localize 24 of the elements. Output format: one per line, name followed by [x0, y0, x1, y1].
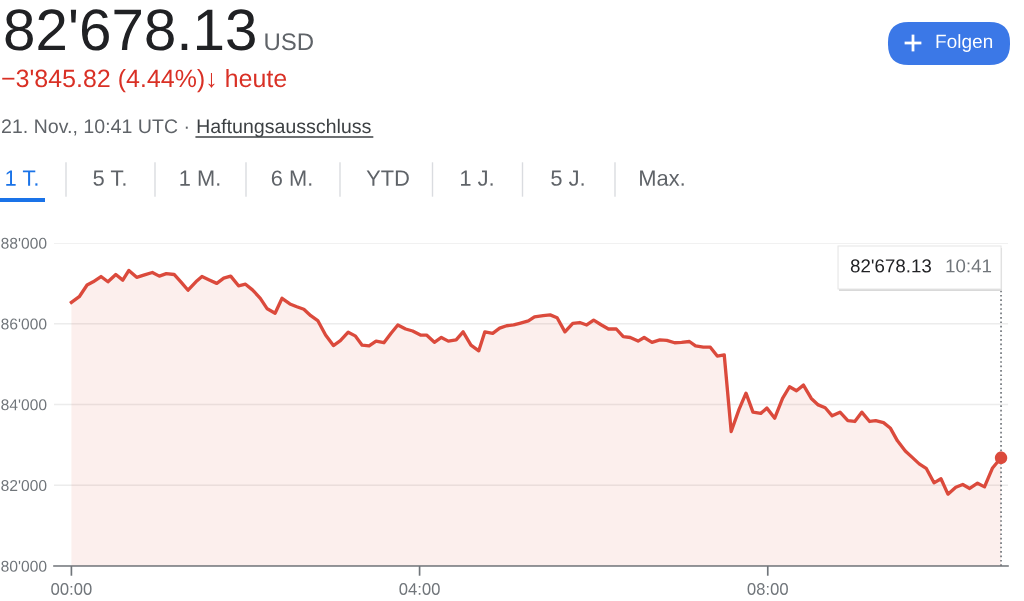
- annotation: 10:41: [946, 259, 992, 273]
- y-tick-label: 86'000: [1, 318, 47, 330]
- text: 5 T.: [93, 170, 126, 186]
- text: Haftungsausschluss: [197, 118, 371, 138]
- text: 21. Nov., 10:41 UTC ·: [1, 119, 188, 136]
- x-tick-label: 04:00: [399, 583, 440, 595]
- text: 6 M.: [271, 170, 312, 186]
- text: 1 M.: [180, 170, 220, 186]
- chart-subtitle: −3'845.82 (4.44%)↓ heute: [2, 68, 287, 93]
- x-tick-label: 00:00: [51, 583, 92, 595]
- y-tick-label: 84'000: [1, 399, 47, 411]
- x-tick-label: 08:00: [747, 583, 788, 595]
- y-tick-label: 82'000: [1, 480, 47, 492]
- text: Folgen: [936, 34, 993, 52]
- chart-title: 82'678.13: [5, 9, 255, 51]
- text: USD: [265, 33, 313, 51]
- text: Max.: [640, 170, 684, 186]
- text: 1 T.: [6, 170, 38, 186]
- annotation: 82'678.13: [850, 259, 931, 273]
- text: 1 J.: [461, 170, 493, 186]
- y-tick-label: 88'000: [1, 237, 47, 249]
- text: 5 J.: [551, 170, 584, 186]
- text: YTD: [366, 170, 409, 186]
- y-tick-label: 80'000: [1, 560, 47, 572]
